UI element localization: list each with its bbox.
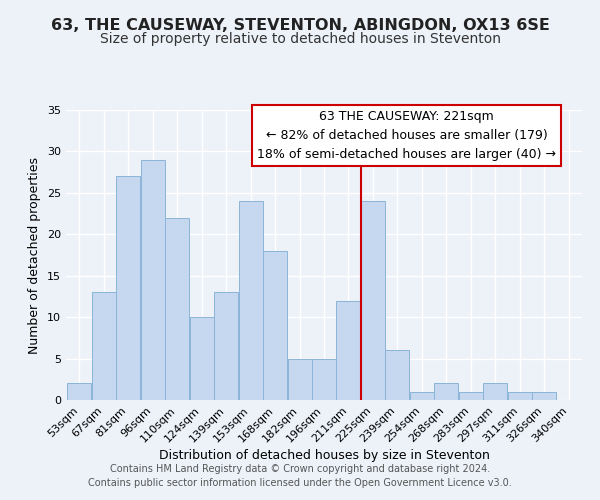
Bar xyxy=(287,358,311,400)
Bar xyxy=(410,392,434,400)
Bar xyxy=(165,218,189,400)
Text: Contains HM Land Registry data © Crown copyright and database right 2024.
Contai: Contains HM Land Registry data © Crown c… xyxy=(88,464,512,487)
Bar xyxy=(434,384,458,400)
Text: 63 THE CAUSEWAY: 221sqm
← 82% of detached houses are smaller (179)
18% of semi-d: 63 THE CAUSEWAY: 221sqm ← 82% of detache… xyxy=(257,110,556,161)
X-axis label: Distribution of detached houses by size in Steventon: Distribution of detached houses by size … xyxy=(158,450,490,462)
Bar xyxy=(141,160,165,400)
Bar xyxy=(92,292,116,400)
Bar xyxy=(385,350,409,400)
Bar xyxy=(312,358,336,400)
Bar xyxy=(263,251,287,400)
Bar xyxy=(67,384,91,400)
Bar xyxy=(116,176,140,400)
Bar xyxy=(532,392,556,400)
Bar xyxy=(361,201,385,400)
Text: 63, THE CAUSEWAY, STEVENTON, ABINGDON, OX13 6SE: 63, THE CAUSEWAY, STEVENTON, ABINGDON, O… xyxy=(50,18,550,32)
Bar xyxy=(483,384,507,400)
Bar xyxy=(239,201,263,400)
Bar xyxy=(459,392,483,400)
Text: Size of property relative to detached houses in Steventon: Size of property relative to detached ho… xyxy=(100,32,500,46)
Bar xyxy=(508,392,532,400)
Bar xyxy=(190,317,214,400)
Bar xyxy=(337,300,361,400)
Y-axis label: Number of detached properties: Number of detached properties xyxy=(28,156,41,354)
Bar xyxy=(214,292,238,400)
